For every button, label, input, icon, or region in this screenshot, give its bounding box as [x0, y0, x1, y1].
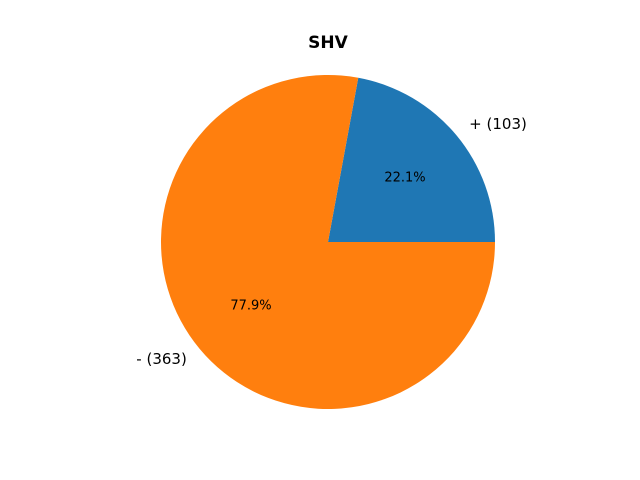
pie-wedge	[161, 74, 496, 410]
pie-wedge	[328, 77, 495, 242]
chart-title: SHV	[308, 33, 348, 53]
value-label: 77.9%	[230, 299, 271, 314]
value-label: 22.1%	[384, 170, 425, 185]
category-label: - (363)	[136, 350, 187, 368]
category-label: + (103)	[469, 115, 527, 133]
